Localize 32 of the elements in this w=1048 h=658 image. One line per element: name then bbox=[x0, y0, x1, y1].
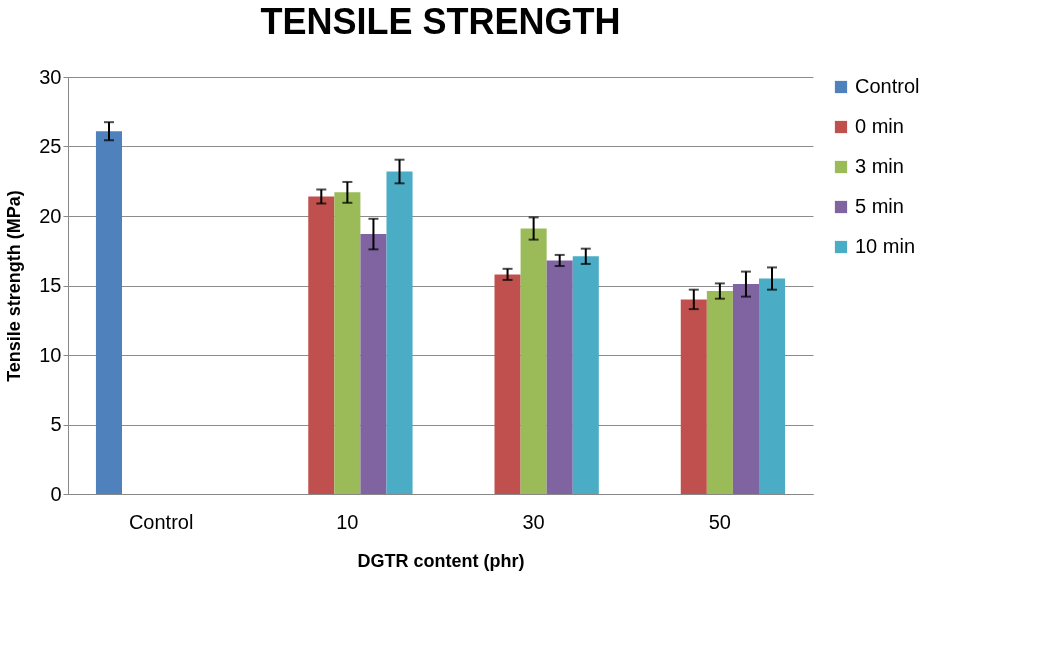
bar bbox=[706, 291, 733, 494]
legend-label: Control bbox=[855, 75, 920, 97]
y-tick-label: 20 bbox=[39, 204, 62, 227]
x-tick-label: 50 bbox=[708, 510, 731, 533]
y-tick-label: 30 bbox=[39, 65, 62, 88]
bar bbox=[732, 284, 759, 494]
bar bbox=[494, 274, 521, 494]
x-tick-label: Control bbox=[128, 510, 194, 533]
x-tick-label: 30 bbox=[522, 510, 545, 533]
legend-label: 5 min bbox=[855, 195, 904, 217]
chart-title: TENSILE STRENGTH bbox=[260, 1, 621, 42]
legend-label: 10 min bbox=[855, 235, 916, 257]
x-tick-label: 10 bbox=[336, 510, 359, 533]
y-tick-label: 15 bbox=[39, 274, 62, 296]
bar bbox=[546, 260, 573, 494]
y-tick-label: 10 bbox=[39, 343, 62, 366]
y-tick-label: 0 bbox=[50, 482, 62, 505]
y-tick-label: 5 bbox=[50, 413, 62, 435]
bar bbox=[308, 196, 335, 494]
bar bbox=[758, 278, 786, 494]
legend-label: 0 min bbox=[855, 115, 904, 137]
bar bbox=[572, 256, 599, 494]
y-axis-title: Tensile strength (MPa) bbox=[4, 190, 25, 382]
legend-label: 3 min bbox=[855, 155, 904, 177]
y-tick-label: 25 bbox=[39, 135, 62, 157]
bar bbox=[520, 228, 547, 494]
bar bbox=[680, 299, 707, 494]
bar bbox=[360, 234, 387, 494]
x-axis-title: DGTR content (phr) bbox=[357, 550, 525, 571]
bar bbox=[386, 171, 413, 494]
bar bbox=[334, 192, 361, 494]
bar bbox=[95, 131, 123, 494]
